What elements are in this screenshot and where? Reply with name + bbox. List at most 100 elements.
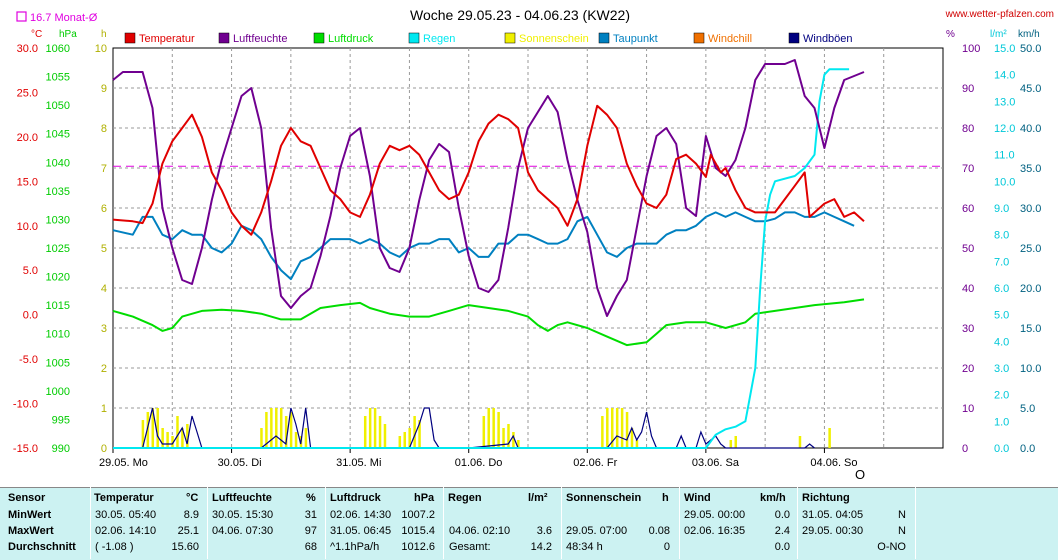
legend-label: Luftfeuchte [233, 33, 287, 45]
cell-temp-value: 15.60 [171, 541, 199, 553]
axis-tick-label: 50.0 [1020, 43, 1041, 55]
sunshine-bar [492, 408, 495, 448]
legend-swatch [124, 32, 136, 44]
sunshine-bar [625, 412, 629, 448]
series-line-luftfeuchte [112, 59, 865, 317]
axis-tick-label: 4.0 [994, 336, 1009, 348]
row-label: Durchschnitt [8, 541, 76, 553]
legend-swatch [788, 32, 800, 44]
cell-pres-time: 31.05. 06:45 [330, 525, 392, 537]
axis-tick-label: 30 [962, 323, 974, 335]
axis-tick-label: 25.0 [17, 87, 38, 99]
table-divider [90, 487, 91, 559]
axis-tick-label: 35.0 [1020, 163, 1041, 175]
sunshine-bar [418, 420, 421, 448]
axis-unit-label: km/h [1018, 29, 1040, 40]
legend-swatch [408, 32, 420, 44]
cell-dir-value: O-NO [877, 541, 906, 553]
series-layer [112, 59, 865, 449]
cell-temp-time: 30.05. 05:40 [95, 509, 157, 521]
sunshine-bar [161, 428, 164, 448]
table-divider [797, 487, 798, 559]
cell-sun-time: 29.05. 07:00 [566, 525, 628, 537]
site-link[interactable]: www.wetter-pfalzen.com [945, 9, 1054, 20]
sunshine-bar [156, 408, 159, 448]
axis-unit-label: h [101, 29, 107, 40]
sunshine-bar [729, 440, 733, 448]
sunshine-bar [630, 428, 634, 448]
legend-label: Sonnenschein [519, 33, 589, 45]
axis-tick-label: 1 [101, 403, 107, 415]
sunshine-bar [176, 416, 179, 448]
sunshine-bar [517, 440, 520, 448]
hdr-sun-unit: h [662, 492, 669, 504]
series-line-temperatur [112, 104, 865, 236]
axis-tick-label: -10.0 [13, 399, 38, 411]
sunshine-bar [798, 436, 802, 448]
axis-tick-label: 1050 [46, 100, 70, 112]
cell-temp-time: ( -1.08 ) [95, 541, 134, 553]
sunshine-bar [279, 408, 283, 448]
table-row: MaxWert 02.06. 14:10 25.1 04.06. 07:30 9… [0, 525, 1058, 541]
axis-tick-label: 11.0 [994, 150, 1015, 162]
axis-tick-label: 0.0 [994, 443, 1009, 455]
sunshine-bar [620, 408, 624, 448]
cell-sun-value: 0 [663, 541, 670, 553]
hdr-temp: Temperatur [94, 492, 154, 504]
axis-tick-label: 1045 [46, 129, 70, 141]
axis-tick-label: 1060 [46, 43, 70, 55]
axis-tick-label: 5.0 [1020, 403, 1035, 415]
axis-tick-label: -15.0 [13, 443, 38, 455]
table-divider [561, 487, 562, 559]
axis-tick-label: 30.0 [1020, 203, 1041, 215]
axis-tick-label: 6.0 [994, 283, 1009, 295]
cell-wind-time: 29.05. 00:00 [684, 509, 746, 521]
sunshine-bar [413, 416, 416, 448]
axis-tick-label: 5 [101, 243, 107, 255]
sunshine-bar [304, 428, 308, 448]
cell-pres-time: ^1.1hPa/h [330, 541, 380, 553]
axis-tick-label: -5.0 [19, 354, 38, 366]
hdr-sensor: Sensor [8, 492, 46, 504]
cell-hum-time: 30.05. 15:30 [212, 509, 274, 521]
axis-tick-label: 1020 [46, 272, 70, 284]
axis-tick-label: 20.0 [17, 132, 38, 144]
hdr-rain-unit: l/m² [528, 492, 548, 504]
legend-label: Windchill [708, 33, 752, 45]
hdr-temp-unit: °C [186, 492, 199, 504]
month-avg-swatch [16, 11, 27, 22]
row-label: MaxWert [8, 525, 54, 537]
x-tick-label: 30.05. Di [218, 457, 262, 469]
cell-pres-time: 02.06. 14:30 [330, 509, 392, 521]
sunshine-bar [734, 436, 737, 448]
sunshine-bar [294, 432, 298, 448]
axis-tick-label: 8 [101, 123, 107, 135]
cell-sun-time: 48:34 h [566, 541, 603, 553]
axis-tick-label: 15.0 [994, 43, 1015, 55]
sunshine-bar [171, 436, 174, 448]
hdr-wind: Wind [684, 492, 711, 504]
table-divider [679, 487, 680, 559]
axis-tick-label: 15.0 [17, 176, 38, 188]
axis-tick-label: 1015 [46, 300, 70, 312]
axis-tick-label: 1055 [46, 72, 70, 84]
x-tick-label: 01.06. Do [455, 457, 503, 469]
table-row: MinWert 30.05. 05:40 8.9 30.05. 15:30 31… [0, 509, 1058, 525]
axis-tick-label: 50 [962, 243, 974, 255]
hdr-sun: Sonnenschein [566, 492, 642, 504]
axis-tick-label: 15.0 [1020, 323, 1041, 335]
series-line-regen [113, 68, 850, 449]
axis-unit-label: l/m² [990, 29, 1007, 40]
axis-tick-label: 90 [962, 83, 974, 95]
sunshine-bar [610, 408, 614, 448]
axis-tick-label: 20 [962, 363, 974, 375]
cell-hum-value: 97 [304, 525, 317, 537]
cell-hum-value: 31 [304, 509, 317, 521]
sunshine-bar [146, 412, 150, 448]
axis-tick-label: 1025 [46, 243, 70, 255]
cell-rain-time: 04.06. 02:10 [449, 525, 511, 537]
axis-tick-label: 3 [101, 323, 107, 335]
legend-label: Luftdruck [328, 33, 374, 45]
sunshine-bar [270, 408, 273, 448]
axis-tick-label: 0.0 [23, 310, 38, 322]
